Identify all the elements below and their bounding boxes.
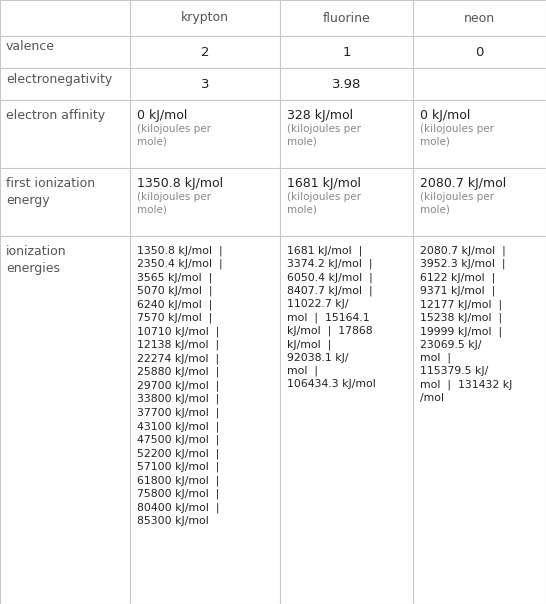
- Text: (kilojoules per
mole): (kilojoules per mole): [287, 192, 361, 215]
- Text: first ionization
energy: first ionization energy: [6, 177, 95, 207]
- Text: (kilojoules per
mole): (kilojoules per mole): [420, 192, 494, 215]
- Text: (kilojoules per
mole): (kilojoules per mole): [137, 124, 211, 147]
- Text: neon: neon: [464, 11, 495, 25]
- Text: valence: valence: [6, 40, 55, 54]
- Text: 0: 0: [476, 45, 484, 59]
- Text: electron affinity: electron affinity: [6, 109, 105, 122]
- Text: 2080.7 kJ/mol  |
3952.3 kJ/mol  |
6122 kJ/mol  |
9371 kJ/mol  |
12177 kJ/mol  |
: 2080.7 kJ/mol | 3952.3 kJ/mol | 6122 kJ/…: [420, 245, 512, 403]
- Text: electronegativity: electronegativity: [6, 72, 112, 86]
- Text: 0 kJ/mol: 0 kJ/mol: [420, 109, 470, 122]
- Text: krypton: krypton: [181, 11, 229, 25]
- Text: (kilojoules per
mole): (kilojoules per mole): [137, 192, 211, 215]
- Text: 1681 kJ/mol: 1681 kJ/mol: [287, 177, 361, 190]
- Text: 1350.8 kJ/mol: 1350.8 kJ/mol: [137, 177, 223, 190]
- Text: 2: 2: [201, 45, 209, 59]
- Text: 0 kJ/mol: 0 kJ/mol: [137, 109, 187, 122]
- Text: 3: 3: [201, 77, 209, 91]
- Text: 328 kJ/mol: 328 kJ/mol: [287, 109, 353, 122]
- Text: 2080.7 kJ/mol: 2080.7 kJ/mol: [420, 177, 506, 190]
- Text: fluorine: fluorine: [323, 11, 370, 25]
- Text: 3.98: 3.98: [332, 77, 361, 91]
- Text: (kilojoules per
mole): (kilojoules per mole): [287, 124, 361, 147]
- Text: (kilojoules per
mole): (kilojoules per mole): [420, 124, 494, 147]
- Text: 1: 1: [342, 45, 351, 59]
- Text: ionization
energies: ionization energies: [6, 245, 67, 275]
- Text: 1681 kJ/mol  |
3374.2 kJ/mol  |
6050.4 kJ/mol  |
8407.7 kJ/mol  |
11022.7 kJ/
mo: 1681 kJ/mol | 3374.2 kJ/mol | 6050.4 kJ/…: [287, 245, 376, 390]
- Text: 1350.8 kJ/mol  |
2350.4 kJ/mol  |
3565 kJ/mol  |
5070 kJ/mol  |
6240 kJ/mol  |
7: 1350.8 kJ/mol | 2350.4 kJ/mol | 3565 kJ/…: [137, 245, 223, 526]
